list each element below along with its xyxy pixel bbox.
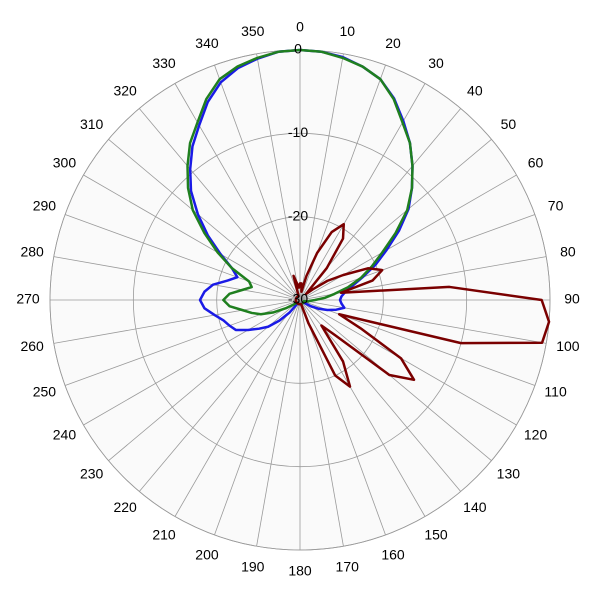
angle-tick-label: 70 — [548, 198, 564, 214]
spoke — [256, 53, 301, 301]
spoke — [214, 64, 301, 301]
spoke — [174, 299, 301, 517]
spoke — [299, 299, 547, 344]
angle-tick-label: 260 — [20, 338, 44, 354]
spoke — [299, 174, 517, 301]
spoke — [299, 83, 426, 301]
spoke — [214, 299, 301, 536]
spoke — [256, 299, 301, 547]
spoke — [299, 299, 462, 492]
angle-tick-label: 290 — [33, 198, 57, 214]
angle-tick-label: 10 — [339, 23, 355, 39]
angle-tick-label: 210 — [152, 526, 176, 542]
spoke — [64, 214, 301, 301]
angle-tick-label: 40 — [467, 82, 483, 98]
angle-tick-label: 250 — [33, 384, 57, 400]
radial-tick-label: -20 — [288, 207, 308, 223]
series-line — [292, 222, 551, 388]
angle-tick-label: 180 — [288, 563, 312, 579]
radial-tick-label: -10 — [288, 124, 308, 140]
angle-tick-label: 80 — [560, 243, 576, 259]
angle-tick-label: 100 — [556, 338, 580, 354]
angle-tick-label: 340 — [195, 35, 219, 51]
radial-tick-label: 0 — [294, 41, 302, 57]
angle-tick-label: 130 — [497, 466, 521, 482]
angle-tick-label: 190 — [241, 559, 265, 575]
angle-tick-label: 90 — [564, 291, 580, 307]
angle-tick-label: 350 — [241, 23, 265, 39]
angle-tick-label: 320 — [113, 82, 137, 98]
angle-tick-label: 60 — [528, 155, 544, 171]
angle-tick-label: 240 — [53, 427, 77, 443]
grid-ring — [132, 132, 468, 468]
angle-tick-label: 30 — [428, 55, 444, 71]
spoke — [53, 299, 301, 344]
spoke — [138, 108, 301, 301]
angle-tick-label: 120 — [524, 427, 548, 443]
spoke — [174, 83, 301, 301]
angle-tick-label: 50 — [501, 116, 517, 132]
angle-tick-label: 310 — [80, 116, 104, 132]
angle-tick-label: 200 — [195, 546, 219, 562]
angle-tick-label: 170 — [336, 559, 360, 575]
angle-tick-label: 110 — [544, 384, 567, 400]
spoke — [138, 299, 301, 492]
angle-tick-label: 330 — [152, 55, 176, 71]
angle-tick-label: 280 — [20, 243, 44, 259]
spoke — [299, 138, 492, 301]
radial-tick-label: -30 — [288, 291, 308, 307]
spoke — [53, 256, 301, 301]
angle-tick-label: 0 — [296, 19, 304, 35]
angle-tick-label: 140 — [463, 499, 487, 515]
spoke — [299, 299, 426, 517]
spoke — [299, 299, 492, 462]
angle-tick-label: 150 — [424, 526, 448, 542]
spoke — [83, 174, 301, 301]
angle-tick-label: 220 — [113, 499, 137, 515]
angle-tick-label: 230 — [80, 466, 104, 482]
spoke — [299, 299, 344, 547]
spoke — [108, 138, 301, 301]
spoke — [299, 53, 344, 301]
grid-ring — [216, 216, 384, 384]
spoke — [299, 214, 536, 301]
spoke — [299, 299, 517, 426]
spoke — [83, 299, 301, 426]
spoke — [299, 299, 386, 536]
angle-tick-label: 160 — [381, 546, 405, 562]
angle-tick-label: 270 — [16, 291, 40, 307]
angle-tick-label: 300 — [53, 155, 77, 171]
angle-tick-label: 20 — [385, 35, 401, 51]
